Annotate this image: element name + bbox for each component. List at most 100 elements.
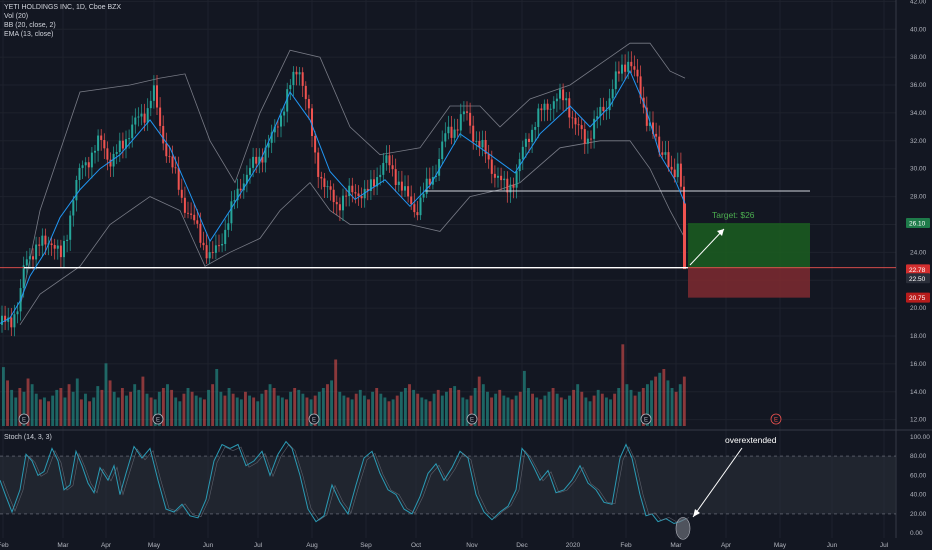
candle-body [611, 89, 614, 99]
volume-bar [613, 393, 617, 426]
candle-body [456, 129, 459, 131]
volume-bar [330, 380, 334, 426]
candle-body [41, 235, 44, 246]
candle-body [630, 61, 633, 67]
candle-body [78, 167, 81, 180]
volume-bar [465, 399, 469, 426]
candle-body [338, 204, 341, 211]
candle-body [568, 98, 571, 118]
candle-body [199, 223, 202, 243]
volume-bar [293, 388, 297, 426]
candle-body [224, 229, 227, 245]
earnings-marker [308, 413, 320, 425]
candle-body [81, 165, 84, 168]
candle-body [599, 106, 602, 117]
volume-bar [129, 391, 133, 426]
volume-bar [137, 389, 141, 426]
volume-bar [182, 393, 186, 426]
candle-body [233, 200, 236, 202]
candle-body [286, 89, 289, 112]
price-tag: 20.75 [909, 295, 926, 302]
candle-body [475, 140, 478, 142]
candle-body [466, 111, 468, 113]
volume-bar [141, 376, 145, 426]
candle-body [329, 186, 332, 190]
volume-bar [584, 397, 588, 426]
volume-bar [555, 393, 559, 426]
earnings-marker [770, 413, 782, 425]
candle-body [425, 178, 428, 194]
volume-bar [428, 401, 432, 426]
candle-body [397, 181, 400, 185]
candle-body [388, 155, 391, 166]
candle-body [295, 71, 298, 75]
volume-bar [633, 395, 637, 426]
candle-body [373, 179, 375, 187]
candle-body [227, 223, 230, 230]
candle-body [503, 178, 506, 181]
overextended-arrow [692, 447, 743, 518]
volume-bar [309, 399, 313, 426]
candle-body [128, 138, 131, 140]
candle-body [506, 178, 509, 193]
earnings-marker [640, 413, 652, 425]
price-tag-bg [906, 264, 930, 275]
candle-body [168, 156, 171, 158]
volume-bar [650, 380, 653, 426]
indicator-ema: EMA (13, close) [4, 31, 54, 38]
volume-bar [637, 391, 641, 426]
candle-body [59, 245, 62, 258]
volume-bar [682, 376, 686, 426]
candle-body [320, 176, 323, 179]
earnings-letter: E [774, 418, 778, 424]
volume-bar [551, 388, 555, 426]
volume-bar [518, 391, 522, 426]
volume-bar [604, 397, 608, 426]
candle-body [25, 259, 28, 266]
x-tick: Aug [306, 542, 318, 549]
volume-bar [547, 391, 551, 426]
volume-bar [395, 395, 399, 426]
volume-bar [432, 393, 436, 426]
volume-bar [625, 384, 629, 426]
ema-path [0, 69, 686, 324]
earnings-marker [466, 413, 478, 425]
volume-bar [379, 393, 383, 426]
volume-bar [342, 395, 346, 426]
candle-body [444, 133, 447, 142]
stop-zone [688, 267, 810, 298]
volume-bar [55, 389, 59, 426]
candle-body [301, 72, 304, 86]
candle-body [571, 117, 574, 119]
candle-body [84, 162, 87, 166]
candle-body [289, 85, 292, 90]
candle-body [137, 116, 140, 118]
x-tick: Oct [411, 542, 421, 549]
candle-body [348, 185, 351, 197]
x-tick: Jun [203, 542, 214, 549]
x-tick: Feb [620, 542, 632, 549]
candle-body [72, 200, 75, 216]
candle-body [528, 138, 530, 142]
price-tick: 38.00 [910, 54, 927, 61]
stoch-band [0, 456, 896, 514]
candle-body [357, 193, 360, 197]
candle-body [214, 245, 217, 253]
volume-bar [26, 378, 30, 426]
candle-body [298, 72, 301, 75]
volume-bar [231, 393, 235, 426]
volume-bar [268, 384, 272, 426]
candle-body [230, 201, 233, 224]
stoch-tick: 80.00 [910, 453, 927, 460]
volume-bar [531, 393, 535, 426]
volume-bar [580, 391, 584, 426]
earnings-letter: E [312, 418, 316, 424]
candle-body [162, 125, 165, 144]
x-tick: 2020 [566, 542, 581, 549]
candle-body [152, 85, 155, 101]
candle-body [159, 107, 162, 126]
volume-bar [391, 399, 395, 426]
volume-bar [88, 401, 92, 426]
